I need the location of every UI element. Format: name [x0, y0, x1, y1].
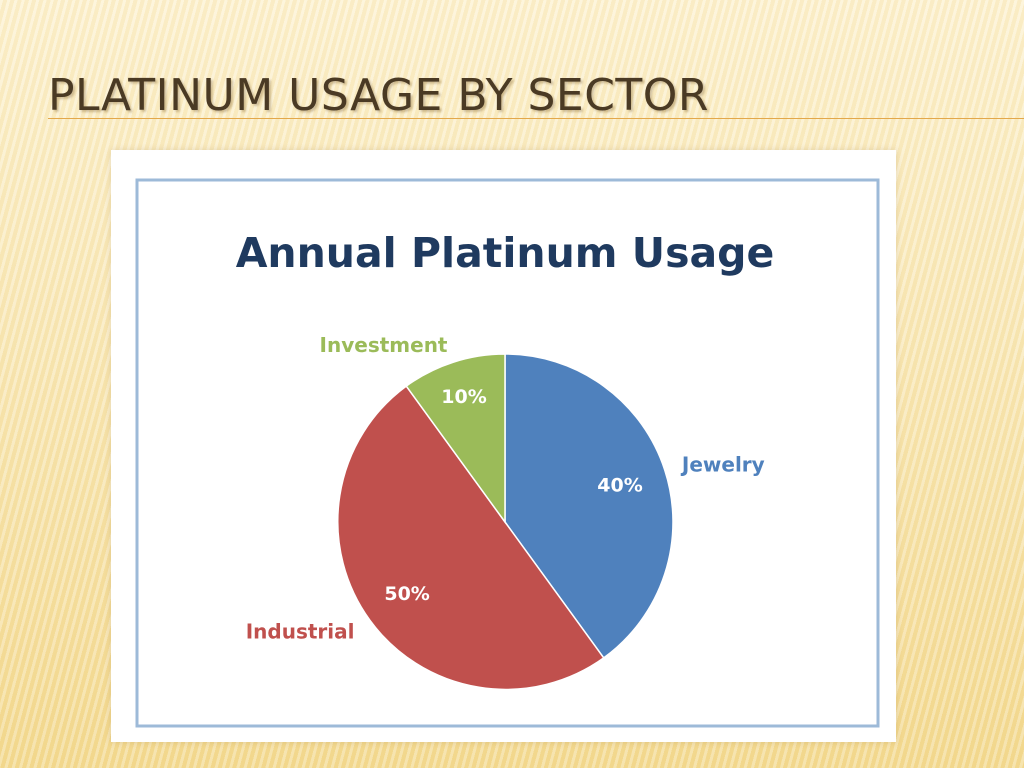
slice-category-label-investment: Investment	[320, 333, 448, 357]
slice-value-label-jewelry: 40%	[597, 475, 642, 497]
pie-slice-jewelry	[504, 353, 674, 659]
pie-slice-investment	[405, 353, 506, 525]
pie-labels: 40% Jewelry 50% Industrial 10% Investment	[246, 333, 765, 643]
pie-slices	[337, 353, 674, 691]
slice-category-label-jewelry: Jewelry	[680, 453, 765, 477]
slice-value-label-investment: 10%	[441, 386, 486, 408]
pie-slice-industrial	[337, 385, 605, 691]
title-divider	[48, 118, 1024, 119]
pie-chart: Annual Platinum Usage 40% Jewelry 50% Indus…	[135, 178, 880, 728]
chart-title: Annual Platinum Usage	[236, 229, 775, 277]
chart-card: Annual Platinum Usage 40% Jewelry 50% Indus…	[111, 150, 896, 742]
slice-category-label-industrial: Industrial	[246, 619, 355, 643]
slice-value-label-industrial: 50%	[384, 583, 429, 605]
slide-title: PLATINUM USAGE BY SECTOR	[48, 70, 709, 121]
